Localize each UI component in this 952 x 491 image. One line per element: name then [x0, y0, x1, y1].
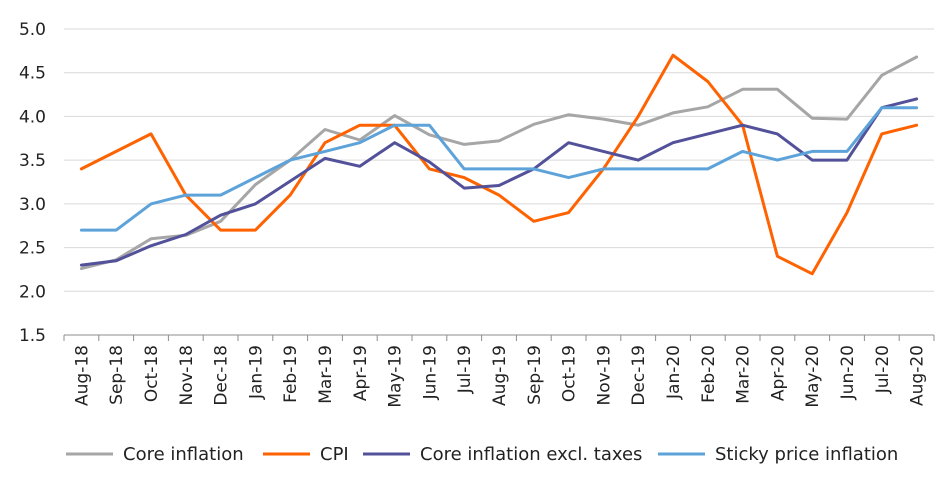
- y-axis-tick-labels: 1.5 2.0 2.5 3.0 3.5 4.0 4.5 5.0: [19, 20, 46, 346]
- x-tick-label: Apr-19: [351, 345, 371, 401]
- x-tick-label: Sep-18: [107, 345, 127, 405]
- legend-label-0: Core inflation: [123, 444, 244, 465]
- x-tick-label: Apr-20: [768, 345, 788, 401]
- gridlines: [64, 28, 934, 292]
- series-lines: [79, 53, 919, 276]
- x-tick-label: Sep-19: [525, 345, 545, 405]
- x-axis: Aug-18 Sep-18 Oct-18 Nov-18 Dec-18 Jan-19 Feb-…: [63, 334, 935, 408]
- series-line-1: [79, 53, 919, 276]
- y-tick-label: 4.0: [19, 107, 46, 127]
- y-tick-label: 3.5: [19, 151, 46, 171]
- legend-label-3: Sticky price inflation: [715, 444, 898, 465]
- x-tick-label: Jan-20: [664, 345, 684, 400]
- x-tick-label: Aug-19: [490, 345, 510, 406]
- series-line-3: [79, 106, 919, 232]
- x-tick-label: Aug-18: [72, 345, 92, 406]
- x-tick-label: Nov-18: [177, 345, 197, 406]
- x-tick-label: Feb-19: [281, 345, 301, 403]
- x-tick-label: Aug-20: [908, 345, 928, 406]
- y-tick-label: 5.0: [19, 20, 46, 40]
- x-tick-label: Nov-19: [594, 345, 614, 406]
- y-tick-label: 1.5: [19, 326, 46, 346]
- x-tick-label: Mar-19: [316, 345, 336, 404]
- y-tick-label: 2.5: [19, 239, 46, 259]
- y-tick-label: 3.0: [19, 195, 46, 215]
- x-tick-label: May-19: [386, 345, 406, 408]
- x-tick-label: Dec-19: [629, 345, 649, 406]
- x-tick-label: Jan-19: [246, 345, 266, 400]
- series-line-0: [79, 55, 919, 271]
- x-tick-label: Feb-20: [699, 345, 719, 403]
- x-tick-label: May-20: [803, 345, 823, 408]
- legend: Core inflation CPI Core inflation excl. ta…: [66, 444, 898, 465]
- x-tick-label: Jun-19: [420, 345, 440, 400]
- series-line-2: [79, 97, 919, 267]
- x-tick-label: Dec-18: [212, 345, 232, 406]
- y-tick-label: 2.0: [19, 282, 46, 302]
- x-tick-label: Oct-18: [142, 345, 162, 402]
- x-tick-label: Jul-20: [873, 345, 893, 394]
- legend-label-1: CPI: [320, 444, 349, 465]
- x-tick-label: Oct-19: [560, 345, 580, 402]
- x-tick-label: Jul-19: [455, 345, 475, 394]
- x-tick-label: Mar-20: [734, 345, 754, 404]
- legend-label-2: Core inflation excl. taxes: [420, 444, 642, 465]
- y-tick-label: 4.5: [19, 64, 46, 84]
- x-tick-label: Jun-20: [838, 345, 858, 400]
